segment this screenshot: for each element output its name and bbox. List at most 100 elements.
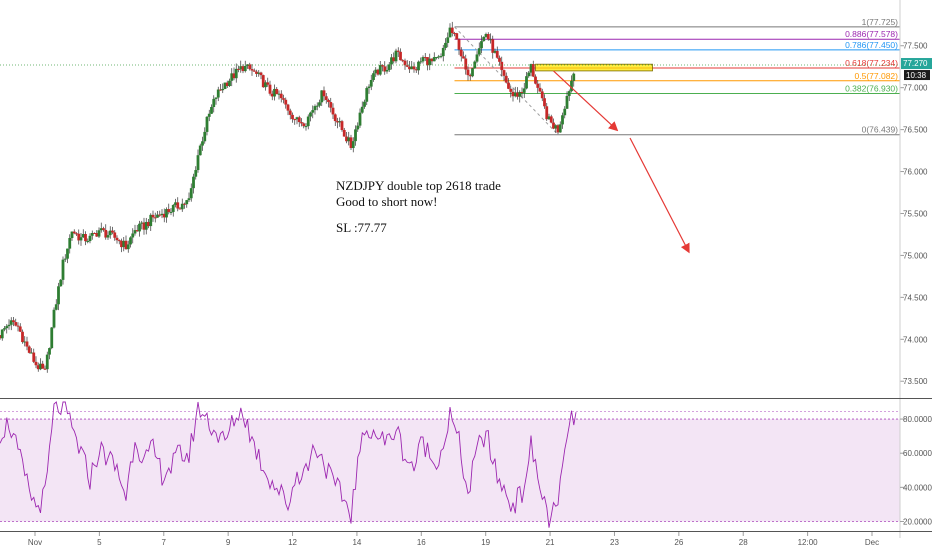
resistance-zone[interactable] xyxy=(535,63,653,72)
candle-body[interactable] xyxy=(57,286,60,305)
candle-body[interactable] xyxy=(50,327,54,349)
candle-body[interactable] xyxy=(491,39,495,53)
candle-body[interactable] xyxy=(178,208,182,210)
forecast-arrow[interactable] xyxy=(629,137,690,254)
candle-body[interactable] xyxy=(171,205,175,212)
candle-body[interactable] xyxy=(477,48,481,55)
candle-body[interactable] xyxy=(340,121,344,130)
candle-body[interactable] xyxy=(268,84,272,94)
candle-body[interactable] xyxy=(502,70,506,76)
candle-body[interactable] xyxy=(471,68,474,77)
candle-body[interactable] xyxy=(111,230,114,233)
candle-body[interactable] xyxy=(72,231,76,234)
candle-body[interactable] xyxy=(27,346,31,353)
candle-body[interactable] xyxy=(239,66,243,70)
candle-body[interactable] xyxy=(23,341,27,343)
candle-body[interactable] xyxy=(561,115,564,125)
candle-body[interactable] xyxy=(396,50,400,52)
candle-body[interactable] xyxy=(120,240,123,248)
candle-body[interactable] xyxy=(311,110,315,113)
candle-body[interactable] xyxy=(180,203,184,210)
candle-body[interactable] xyxy=(331,107,335,115)
candle-body[interactable] xyxy=(122,240,126,248)
candle-body[interactable] xyxy=(282,98,285,100)
candle-body[interactable] xyxy=(423,57,427,59)
rsi-axis[interactable]: 80.0000 60.0000 40.0000 20.0000 xyxy=(900,415,932,526)
candle-body[interactable] xyxy=(142,222,146,230)
candle-body[interactable] xyxy=(347,137,351,142)
candle-body[interactable] xyxy=(41,363,45,369)
candle-body[interactable] xyxy=(297,117,301,123)
candle-body[interactable] xyxy=(410,66,414,70)
candle-body[interactable] xyxy=(21,331,24,343)
candle-body[interactable] xyxy=(32,352,36,362)
candle-body[interactable] xyxy=(225,82,229,87)
candle-body[interactable] xyxy=(545,106,549,120)
candle-body[interactable] xyxy=(216,89,220,98)
candle-body[interactable] xyxy=(369,79,373,87)
candle-body[interactable] xyxy=(264,82,267,88)
candle-body[interactable] xyxy=(259,72,263,76)
candle-body[interactable] xyxy=(104,229,108,238)
candle-body[interactable] xyxy=(63,258,67,260)
candle-body[interactable] xyxy=(401,60,405,62)
candle-body[interactable] xyxy=(536,83,540,88)
candle-body[interactable] xyxy=(538,87,542,92)
candle-body[interactable] xyxy=(16,325,20,327)
candle-body[interactable] xyxy=(363,101,366,107)
candle-body[interactable] xyxy=(277,93,281,95)
candle-body[interactable] xyxy=(187,198,191,201)
candle-body[interactable] xyxy=(174,202,177,206)
candle-body[interactable] xyxy=(140,222,144,224)
candle-body[interactable] xyxy=(212,98,216,108)
candle-body[interactable] xyxy=(329,102,333,108)
candle-body[interactable] xyxy=(214,97,218,99)
candle-body[interactable] xyxy=(189,188,193,199)
candle-body[interactable] xyxy=(133,230,137,234)
candle-body[interactable] xyxy=(448,27,452,38)
rsi-series[interactable] xyxy=(0,401,577,528)
candle-body[interactable] xyxy=(18,326,22,332)
candle-body[interactable] xyxy=(117,240,121,242)
candle-body[interactable] xyxy=(383,66,387,72)
candle-body[interactable] xyxy=(7,324,11,327)
candle-body[interactable] xyxy=(99,228,103,231)
candle-body[interactable] xyxy=(113,232,117,238)
candle-body[interactable] xyxy=(201,141,204,146)
candle-body[interactable] xyxy=(338,121,342,123)
candle-body[interactable] xyxy=(417,61,420,71)
candle-body[interactable] xyxy=(135,230,139,232)
candle-body[interactable] xyxy=(106,235,110,238)
candle-body[interactable] xyxy=(426,57,429,66)
candle-body[interactable] xyxy=(403,60,407,66)
candle-body[interactable] xyxy=(25,341,29,347)
candle-body[interactable] xyxy=(457,39,461,50)
candle-body[interactable] xyxy=(9,320,13,325)
candle-body[interactable] xyxy=(421,57,425,62)
price-axis[interactable]: 77.500 77.000 76.500 76.000 75.500 75.000 74.5… xyxy=(899,0,928,538)
candle-body[interactable] xyxy=(147,221,150,227)
candle-body[interactable] xyxy=(279,93,283,99)
candle-body[interactable] xyxy=(124,240,128,250)
candle-body[interactable] xyxy=(354,129,357,142)
candle-body[interactable] xyxy=(430,58,434,62)
candle-body[interactable] xyxy=(475,54,479,62)
candle-body[interactable] xyxy=(462,56,465,59)
candle-body[interactable] xyxy=(3,328,6,330)
candle-body[interactable] xyxy=(0,329,4,339)
candle-body[interactable] xyxy=(108,230,112,236)
candle-body[interactable] xyxy=(68,238,72,249)
candle-body[interactable] xyxy=(435,57,438,59)
candle-body[interactable] xyxy=(313,106,317,111)
candle-body[interactable] xyxy=(12,320,15,323)
candle-body[interactable] xyxy=(482,36,486,42)
candle-body[interactable] xyxy=(464,58,468,70)
candle-body[interactable] xyxy=(84,234,87,242)
candle-body[interactable] xyxy=(95,233,99,237)
candle-body[interactable] xyxy=(93,232,96,234)
candle-body[interactable] xyxy=(432,57,436,62)
candle-body[interactable] xyxy=(437,56,441,58)
candle-body[interactable] xyxy=(486,34,490,40)
candle-body[interactable] xyxy=(291,114,294,120)
forecast-arrow[interactable] xyxy=(553,70,619,132)
